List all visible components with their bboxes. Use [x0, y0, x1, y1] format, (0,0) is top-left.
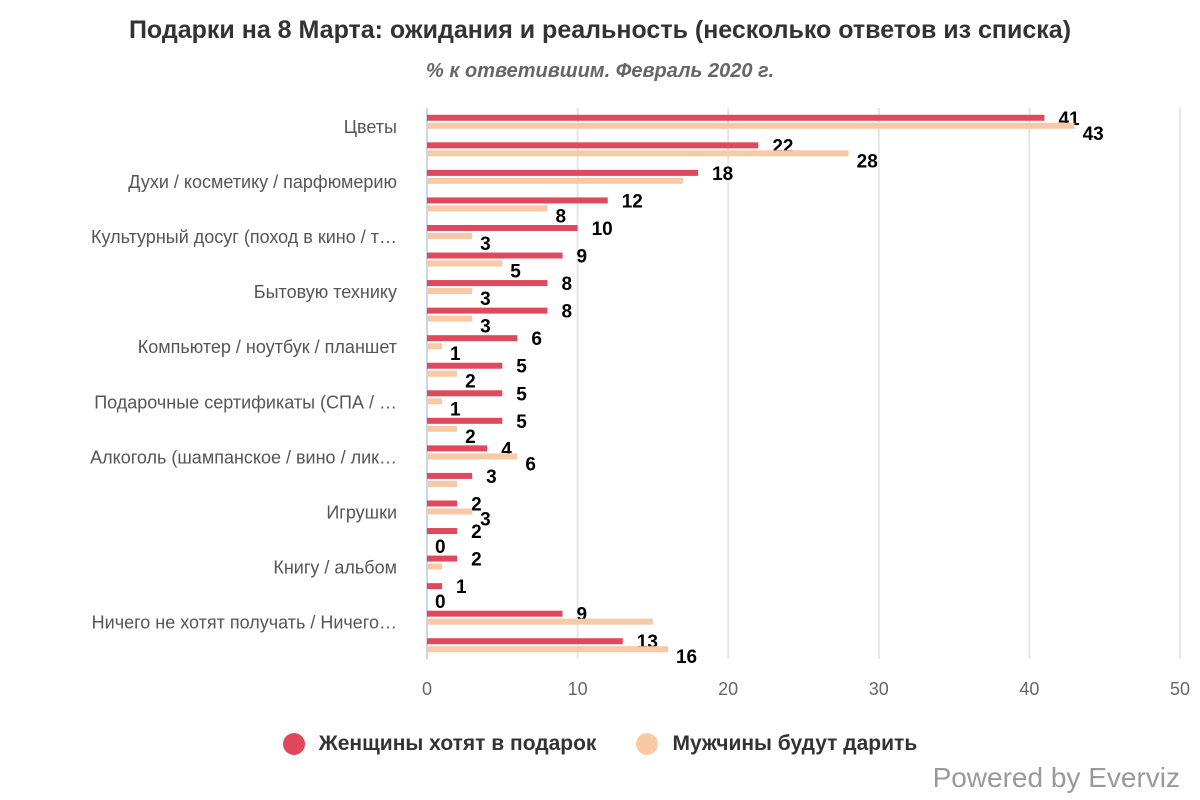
bar-men — [427, 618, 653, 625]
data-label-men: 2 — [465, 372, 476, 393]
legend-marker-men — [636, 733, 659, 755]
data-label-women: 6 — [531, 329, 542, 350]
category-label: Бытовую технику — [254, 282, 397, 302]
bar-men — [427, 232, 473, 239]
data-label-women: 8 — [561, 274, 572, 295]
bar-men — [427, 370, 458, 377]
bar-women — [427, 472, 473, 479]
chart-title: Подарки на 8 Марта: ожидания и реальност… — [128, 16, 1072, 44]
bar-men — [427, 480, 458, 487]
data-label-women: 2 — [471, 550, 482, 571]
bar-women — [427, 362, 503, 369]
data-label-women: 18 — [712, 164, 733, 185]
bar-men — [427, 122, 1075, 129]
data-label-women: 4 — [501, 439, 512, 460]
data-label-women: 9 — [577, 247, 588, 268]
category-label: Культурный досуг (поход в кино / т… — [91, 227, 397, 247]
x-tick-label: 20 — [718, 679, 738, 699]
category-label: Книгу / альбом — [273, 558, 397, 578]
chart-subtitle: % к ответившим. Февраль 2020 г. — [425, 60, 775, 82]
data-label-women: 2 — [471, 494, 482, 515]
data-label-men: 0 — [435, 592, 446, 613]
legend-label-men: Мужчины будут дарить — [672, 732, 918, 755]
bar-men — [427, 260, 503, 267]
bar-women — [427, 335, 518, 342]
x-tick-label: 40 — [1019, 679, 1039, 699]
bar-men — [427, 508, 473, 515]
legend-item-men[interactable]: Мужчины будут дарить — [636, 732, 917, 756]
bar-women — [427, 500, 458, 507]
bar-men — [427, 563, 443, 570]
bar-men — [427, 205, 548, 212]
bar-women — [427, 114, 1045, 121]
bar-men — [427, 150, 849, 157]
bar-women — [427, 528, 458, 535]
data-label-women: 2 — [471, 522, 482, 543]
bar-women — [427, 142, 759, 149]
category-label: Подарочные сертификаты (СПА / … — [94, 392, 397, 412]
bar-men — [427, 343, 443, 350]
category-label: Духи / косметику / парфюмерию — [128, 172, 397, 192]
data-label-men: 6 — [525, 454, 536, 475]
data-label-men: 8 — [555, 206, 566, 227]
x-tick-label: 0 — [422, 679, 432, 699]
category-label: Ничего не хотят получать / Ничего… — [92, 613, 397, 633]
data-label-men: 28 — [857, 151, 878, 172]
data-label-women: 5 — [516, 384, 527, 405]
data-label-women: 12 — [622, 191, 643, 212]
bar-men — [427, 315, 473, 322]
data-label-men: 1 — [450, 399, 461, 420]
x-tick-label: 10 — [568, 679, 588, 699]
category-label: Игрушки — [326, 502, 397, 522]
bar-women — [427, 169, 699, 176]
legend: Женщины хотят в подарок Мужчины будут да… — [0, 732, 1200, 756]
data-label-men: 3 — [480, 234, 491, 255]
data-label-men: 16 — [676, 647, 697, 668]
data-label-men: 1 — [450, 344, 461, 365]
data-label-men: 3 — [480, 289, 491, 310]
bar-women — [427, 555, 458, 562]
x-tick-label: 50 — [1170, 679, 1190, 699]
data-label-women: 1 — [456, 577, 467, 598]
data-label-women: 10 — [592, 219, 613, 240]
data-label-men: 3 — [480, 317, 491, 338]
data-label-men: 5 — [510, 262, 521, 283]
data-label-women: 5 — [516, 412, 527, 433]
bar-women — [427, 583, 443, 590]
bar-men — [427, 646, 668, 653]
bar-men — [427, 398, 443, 405]
bar-women — [427, 224, 578, 231]
data-label-men: 0 — [435, 537, 446, 558]
bar-men — [427, 177, 684, 184]
bar-men — [427, 453, 518, 460]
data-label-women: 5 — [516, 357, 527, 378]
legend-item-women[interactable]: Женщины хотят в подарок — [282, 732, 597, 756]
data-label-men: 2 — [465, 427, 476, 448]
bar-men — [427, 425, 458, 432]
bar-women — [427, 390, 503, 397]
data-label-women: 8 — [561, 302, 572, 323]
credits-link[interactable]: Powered by Everviz — [932, 762, 1180, 793]
legend-marker-women — [282, 733, 305, 755]
category-label: Цветы — [344, 117, 397, 137]
legend-label-women: Женщины хотят в подарок — [318, 732, 597, 755]
category-label: Компьютер / ноутбук / планшет — [138, 337, 397, 357]
bar-women — [427, 610, 563, 617]
bar-men — [427, 288, 473, 295]
bar-women — [427, 417, 503, 424]
data-label-women: 3 — [486, 467, 497, 488]
bar-women — [427, 445, 488, 452]
bar-women — [427, 252, 563, 259]
bar-women — [427, 280, 548, 287]
bar-women — [427, 197, 608, 204]
bar-women — [427, 307, 548, 314]
bar-women — [427, 638, 623, 645]
x-tick-label: 30 — [869, 679, 889, 699]
category-label: Алкоголь (шампанское / вино / лик… — [90, 447, 397, 467]
data-label-men: 3 — [480, 509, 491, 530]
data-label-men: 43 — [1083, 124, 1104, 145]
data-label-women: 9 — [577, 605, 588, 626]
